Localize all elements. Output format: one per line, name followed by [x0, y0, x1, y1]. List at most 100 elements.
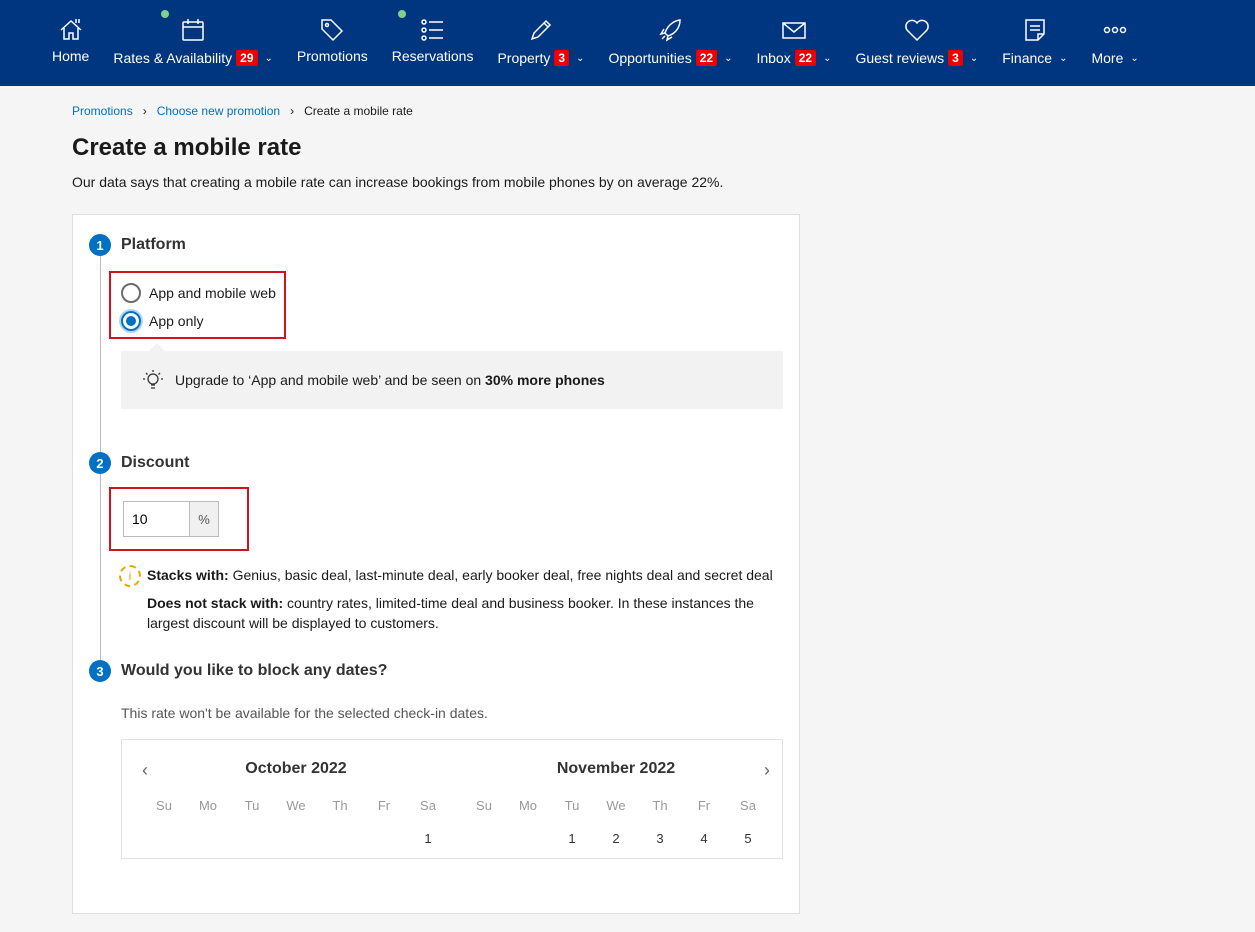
step-discount-heading: 2 Discount	[89, 451, 783, 475]
calendar-day	[230, 831, 274, 846]
chevron-down-icon: ⌄	[969, 52, 979, 64]
step-title: Platform	[121, 236, 186, 253]
breadcrumb-promotions[interactable]: Promotions	[72, 104, 133, 118]
weekday-label: Fr	[377, 798, 391, 813]
calendar-day	[142, 831, 186, 846]
chevron-right-icon[interactable]: ›	[764, 760, 770, 780]
weekday-label: Mo	[198, 798, 218, 813]
chevron-right-icon: ›	[290, 104, 295, 118]
rocket-icon	[659, 19, 682, 42]
calendar-day	[506, 831, 550, 846]
nav-label: Inbox	[756, 50, 791, 66]
step-title: Discount	[121, 454, 190, 471]
chevron-down-icon: ⌄	[823, 52, 832, 64]
step-title: Would you like to block any dates?	[121, 662, 388, 679]
nav-item-inbox[interactable]: Inbox 22 ⌄	[744, 0, 843, 86]
radio-circle-selected[interactable]	[121, 311, 141, 331]
nav-item-finance[interactable]: Finance ⌄	[990, 0, 1079, 86]
notification-dot	[161, 10, 170, 18]
nav-item-opportunities[interactable]: Opportunities 22 ⌄	[596, 0, 744, 86]
calendar-day[interactable]: 4	[700, 831, 708, 846]
calendar-day[interactable]: 2	[612, 831, 620, 846]
nav-item-more[interactable]: More ⌄	[1079, 0, 1150, 86]
nav-label: Guest reviews	[855, 50, 945, 66]
lightbulb-icon	[143, 370, 163, 389]
nav-label: Finance	[1002, 50, 1053, 66]
discount-input[interactable]	[123, 501, 189, 537]
nav-label: Home	[52, 48, 90, 64]
count-badge: 29	[236, 50, 258, 66]
step-number: 1	[89, 234, 111, 256]
chevron-down-icon: ⌄	[264, 52, 273, 64]
count-badge: 3	[948, 50, 963, 66]
page-subtitle: Our data says that creating a mobile rat…	[72, 174, 724, 190]
calendar-day[interactable]: 1	[568, 831, 576, 846]
tip-highlight: 30% more phones	[485, 372, 605, 388]
month-october: ‹ October 2022 Su Mo Tu We Th Fr Sa 1	[142, 760, 450, 858]
tag-icon	[321, 19, 344, 42]
weekday-label: Su	[476, 798, 492, 813]
nostack-label: Does not stack with:	[147, 595, 284, 611]
pencil-icon	[530, 19, 551, 41]
nav-item-promotions[interactable]: Promotions	[285, 0, 380, 86]
count-badge: 3	[554, 50, 570, 66]
upgrade-tip: Upgrade to ‘App and mobile web’ and be s…	[121, 343, 783, 409]
weekday-label: We	[606, 798, 626, 813]
nav-item-reservations[interactable]: Reservations	[380, 0, 486, 86]
radio-app-only[interactable]: App only	[121, 307, 276, 335]
weekday-label: Mo	[518, 798, 538, 813]
weekday-label: Fr	[697, 798, 711, 813]
calendar-day	[274, 831, 318, 846]
document-icon	[1025, 19, 1045, 41]
weekday-label: Th	[332, 798, 348, 813]
more-icon	[1103, 26, 1127, 34]
stacks-text: Genius, basic deal, last-minute deal, ea…	[228, 567, 773, 583]
list-icon	[420, 19, 443, 41]
tip-text: Upgrade to ‘App and mobile web’ and be s…	[175, 372, 486, 388]
nav-item-rates-availability[interactable]: Rates & Availability 29 ⌄	[101, 0, 285, 86]
nav-label: More	[1091, 50, 1124, 66]
count-badge: 22	[695, 50, 718, 66]
nav-item-guest-reviews[interactable]: Guest reviews 3 ⌄	[843, 0, 990, 86]
nav-label: Rates & Availability	[113, 50, 233, 66]
date-picker: ‹ October 2022 Su Mo Tu We Th Fr Sa 1 › Novembe…	[121, 739, 783, 859]
chevron-down-icon: ⌄	[1059, 52, 1068, 64]
breadcrumb-current: Create a mobile rate	[304, 104, 413, 118]
calendar-day	[186, 831, 230, 846]
block-dates-description: This rate won't be available for the sel…	[121, 705, 488, 721]
calendar-day[interactable]: 1	[424, 831, 432, 846]
weekday-label: We	[286, 798, 306, 813]
chevron-down-icon: ⌄	[724, 52, 733, 64]
page-title: Create a mobile rate	[72, 134, 302, 161]
weekday-label: Th	[652, 798, 668, 813]
calendar-day[interactable]: 3	[656, 831, 664, 846]
month-title: November 2022	[556, 760, 676, 777]
month-november: › November 2022 Su Mo Tu We Th Fr Sa 1 2 3 4 5	[462, 760, 770, 858]
nav-item-property[interactable]: Property 3 ⌄	[485, 0, 596, 86]
platform-options: App and mobile web App only	[109, 271, 286, 339]
chevron-left-icon[interactable]: ‹	[142, 760, 148, 780]
step-number: 3	[89, 660, 111, 682]
envelope-icon	[782, 22, 806, 39]
weekday-label: Tu	[564, 798, 580, 813]
weekday-label: Su	[156, 798, 172, 813]
chevron-down-icon: ⌄	[1130, 52, 1139, 64]
chevron-right-icon: ›	[142, 104, 147, 118]
notification-dot	[397, 10, 406, 18]
count-badge: 22	[794, 50, 817, 66]
calendar-day[interactable]: 5	[744, 831, 752, 846]
radio-circle[interactable]	[121, 283, 141, 303]
breadcrumb-choose-new-promotion[interactable]: Choose new promotion	[156, 104, 281, 118]
home-icon	[60, 19, 82, 40]
heart-icon	[905, 19, 929, 42]
discount-field-box: %	[109, 487, 249, 551]
percent-unit: %	[189, 501, 219, 537]
step-number: 2	[89, 452, 111, 474]
nav-label: Promotions	[296, 48, 368, 64]
radio-app-and-mobile-web[interactable]: App and mobile web	[121, 279, 276, 307]
calendar-day	[362, 831, 406, 846]
nav-item-home[interactable]: Home	[40, 0, 101, 86]
calendar-day	[462, 831, 506, 846]
weekday-label: Sa	[420, 798, 436, 813]
step-block-dates-heading: 3 Would you like to block any dates?	[89, 659, 783, 683]
